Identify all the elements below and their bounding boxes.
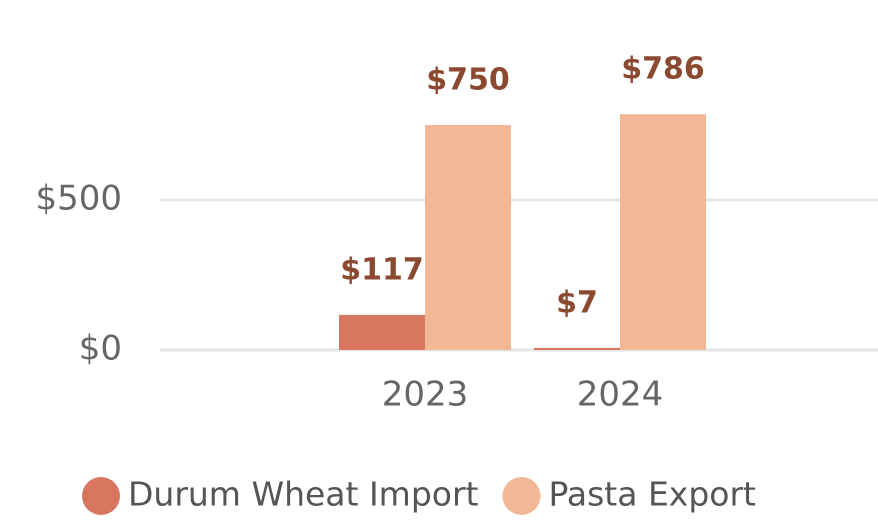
value-label: $750 <box>426 63 510 98</box>
y-tick-label: $0 <box>79 329 122 369</box>
x-tick-label: 2023 <box>382 375 469 415</box>
bar <box>339 314 425 350</box>
x-tick-label: 2024 <box>577 375 664 415</box>
legend-swatch <box>82 477 120 515</box>
value-label: $7 <box>556 285 598 320</box>
bar <box>620 114 706 350</box>
value-label: $786 <box>621 52 705 87</box>
legend-swatch <box>502 477 541 515</box>
bar <box>534 347 620 350</box>
value-label: $117 <box>340 252 424 287</box>
legend-label: Durum Wheat Import <box>128 475 479 514</box>
y-tick-label: $500 <box>35 179 122 219</box>
bar <box>425 125 511 350</box>
legend-label: Pasta Export <box>548 475 756 514</box>
